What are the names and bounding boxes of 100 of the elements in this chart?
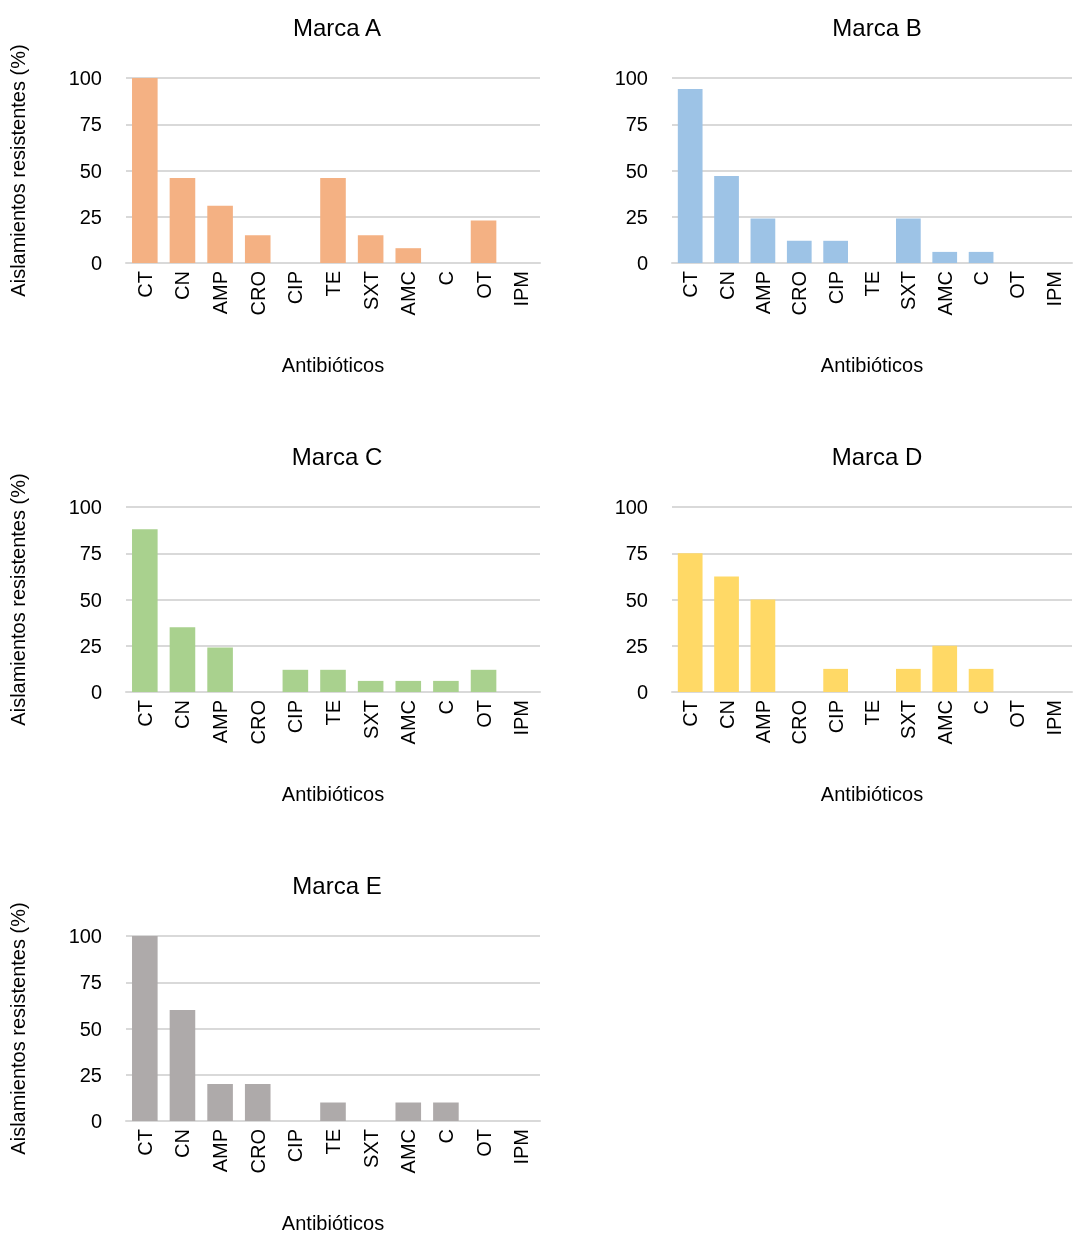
bar xyxy=(132,78,158,263)
x-tick-label: CN xyxy=(171,1129,194,1158)
bar xyxy=(395,680,422,692)
x-tick-label: CIP xyxy=(284,1129,307,1163)
chart-title: Marca B xyxy=(832,13,922,41)
x-tick-label: IPM xyxy=(510,271,533,307)
x-tick-label: TE xyxy=(322,1129,344,1155)
x-tick-label: SXT xyxy=(897,700,920,739)
x-axis-title: Antibióticos xyxy=(820,354,924,376)
bar xyxy=(357,235,384,263)
x-tick-label: AMP xyxy=(209,271,232,315)
x-tick-label: OT xyxy=(1006,271,1029,299)
bar xyxy=(207,1084,233,1121)
x-tick-label: AMP xyxy=(751,700,774,744)
bar xyxy=(896,218,921,263)
bar xyxy=(750,218,776,263)
x-tick-label: C xyxy=(434,700,457,715)
x-tick-label: IPM xyxy=(510,1129,533,1165)
x-tick-label: OT xyxy=(472,1129,495,1157)
y-tick-label: 50 xyxy=(79,1017,102,1040)
bar xyxy=(132,529,158,692)
x-tick-label: CRO xyxy=(788,271,811,316)
x-tick-label: AMC xyxy=(397,700,420,745)
y-tick-label: 75 xyxy=(79,542,102,565)
x-axis-title: Antibióticos xyxy=(820,783,924,805)
bar xyxy=(677,89,703,263)
x-tick-label: AMC xyxy=(933,271,956,316)
x-tick-label: SXT xyxy=(359,1129,382,1168)
bar xyxy=(968,251,994,263)
bar xyxy=(207,205,233,263)
x-tick-label: CN xyxy=(171,271,194,300)
y-tick-label: 50 xyxy=(79,588,102,611)
x-tick-label: TE xyxy=(861,271,883,297)
x-tick-label: OT xyxy=(472,700,495,728)
bar xyxy=(750,599,776,692)
y-tick-label: 25 xyxy=(79,1063,102,1086)
bar xyxy=(968,668,994,692)
x-tick-label: AMP xyxy=(209,1129,232,1173)
x-axis-title: Antibióticos xyxy=(281,1212,385,1234)
bar xyxy=(677,553,703,692)
x-tick-label: CN xyxy=(171,700,194,729)
x-tick-label: C xyxy=(434,271,457,286)
x-tick-label: CRO xyxy=(246,271,269,316)
bar xyxy=(320,177,346,263)
y-tick-label: 100 xyxy=(68,925,102,947)
chart-title: Marca C xyxy=(291,442,383,470)
bar xyxy=(786,240,812,263)
x-tick-label: OT xyxy=(1006,700,1029,728)
y-tick-label: 100 xyxy=(68,67,102,89)
bar xyxy=(470,669,497,692)
y-tick-label: 25 xyxy=(79,634,102,657)
x-tick-label: AMC xyxy=(397,1129,420,1174)
x-tick-label: TE xyxy=(322,700,344,726)
x-tick-label: TE xyxy=(322,271,344,297)
x-tick-label: C xyxy=(970,700,993,715)
y-axis-title: Aislamientos resistentes (%) xyxy=(7,473,29,726)
x-axis-title: Antibióticos xyxy=(281,783,385,805)
bar xyxy=(714,176,739,263)
bar xyxy=(823,668,848,692)
x-tick-label: CIP xyxy=(284,271,307,305)
y-tick-label: 0 xyxy=(636,252,648,274)
x-axis-title: Antibióticos xyxy=(281,354,385,376)
x-tick-label: AMC xyxy=(397,271,420,316)
chart-title: Marca D xyxy=(831,442,923,470)
bar xyxy=(282,669,309,692)
y-axis-title: Aislamientos resistentes (%) xyxy=(7,902,29,1155)
bar xyxy=(169,177,196,263)
y-tick-label: 0 xyxy=(636,681,648,703)
y-tick-label: 75 xyxy=(79,971,102,994)
bar xyxy=(714,576,739,692)
x-tick-label: CT xyxy=(133,700,156,727)
bar xyxy=(932,645,958,692)
x-tick-label: CRO xyxy=(246,700,269,745)
y-tick-label: 0 xyxy=(90,1110,102,1132)
x-tick-label: C xyxy=(970,271,993,286)
y-tick-label: 100 xyxy=(614,67,648,89)
x-tick-label: CIP xyxy=(284,700,307,734)
bar xyxy=(395,248,422,263)
bar xyxy=(169,1010,196,1121)
bar xyxy=(823,240,848,263)
x-tick-label: C xyxy=(434,1129,457,1144)
x-tick-label: IPM xyxy=(1042,271,1065,307)
x-tick-label: AMP xyxy=(209,700,232,744)
bar xyxy=(395,1102,422,1121)
y-tick-label: 100 xyxy=(68,496,102,518)
bar xyxy=(244,1084,271,1121)
y-tick-label: 25 xyxy=(625,634,648,657)
x-tick-label: CT xyxy=(679,271,702,298)
x-tick-label: CN xyxy=(715,271,738,300)
chart-title: Marca A xyxy=(292,13,382,41)
x-tick-label: SXT xyxy=(897,271,920,310)
x-tick-label: SXT xyxy=(359,271,382,310)
y-tick-label: 75 xyxy=(625,542,648,565)
bar xyxy=(470,220,497,263)
y-tick-label: 0 xyxy=(90,681,102,703)
x-tick-label: TE xyxy=(861,700,883,726)
bar xyxy=(244,235,271,263)
x-tick-label: OT xyxy=(472,271,495,299)
bar xyxy=(320,669,346,692)
x-tick-label: CIP xyxy=(824,700,847,734)
